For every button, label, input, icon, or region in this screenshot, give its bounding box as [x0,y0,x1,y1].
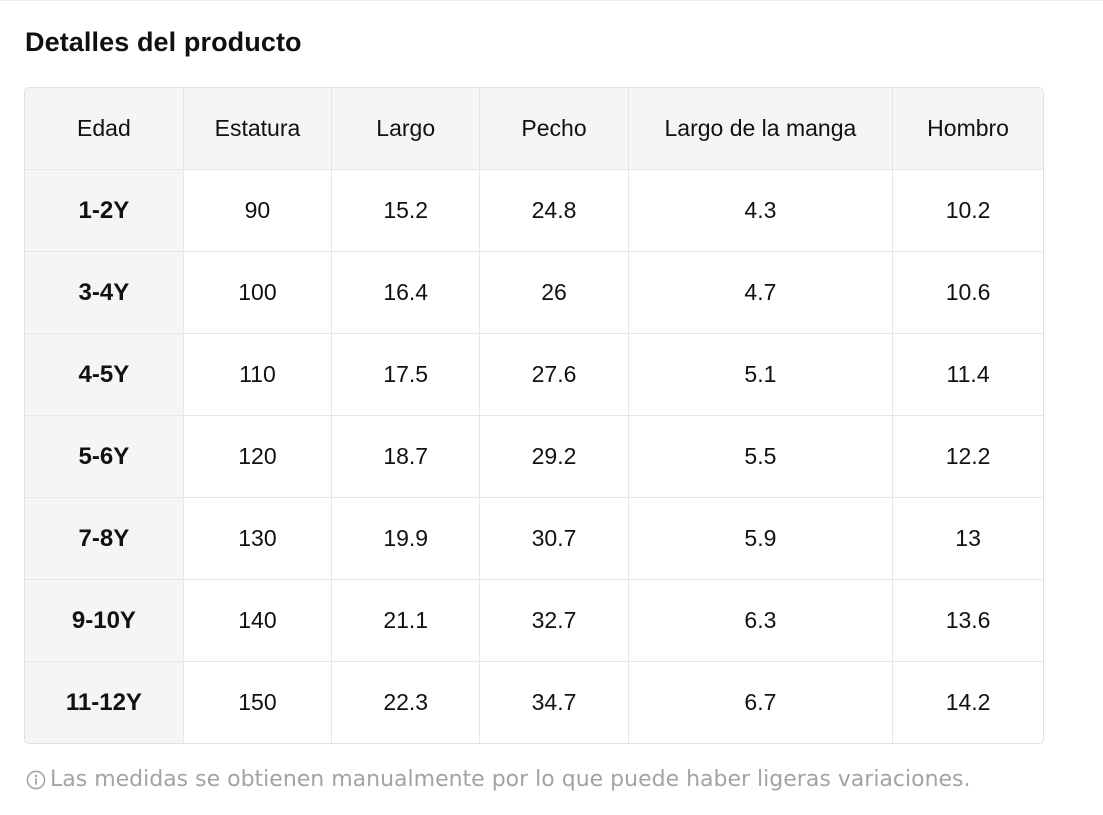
cell-hombro: 14.2 [945,689,991,715]
header-pecho: Pecho [479,88,629,170]
cell-pecho: 29.2 [479,415,629,498]
cell-largo: 19.9 [331,497,481,580]
cell-pecho: 27.6 [479,333,629,416]
cell-pecho: 32.7 [479,579,629,662]
cell-pecho: 34.7 [479,661,629,743]
section-title: Detalles del producto [25,27,302,57]
cell-edad: 11-12Y [25,661,184,743]
cell-estatura: 90 [183,169,333,252]
cell-largo-manga: 5.5 [628,415,894,498]
info-icon [26,770,46,790]
cell-estatura: 120 [183,415,333,498]
cell-hombro: 10.6 [892,251,1043,334]
top-divider [0,0,1103,1]
table-row: 9-10Y 140 21.1 32.7 6.3 13.6 [25,579,1043,662]
cell-largo: 21.1 [331,579,481,662]
cell-largo-manga: 6.7 [628,661,894,743]
table-row: 7-8Y 130 19.9 30.7 5.9 13 [25,497,1043,580]
cell-edad: 5-6Y [25,415,184,498]
header-hombro: Hombro [892,88,1043,170]
cell-pecho: 24.8 [479,169,629,252]
table-row: 11-12Y 150 22.3 34.7 6.7 14.2 [25,661,1043,743]
cell-hombro: 10.2 [892,169,1043,252]
measurement-note: Las medidas se obtienen manualmente por … [26,767,971,792]
cell-largo: 22.3 [331,661,481,743]
header-edad: Edad [25,88,184,170]
cell-pecho: 26 [479,251,629,334]
note-text: Las medidas se obtienen manualmente por … [50,767,971,792]
cell-estatura: 130 [183,497,333,580]
cell-hombro: 13 [892,497,1043,580]
cell-largo: 18.7 [331,415,481,498]
table-body: 1-2Y 90 15.2 24.8 4.3 10.2 3-4Y 100 16.4 26 4.7 10.… [25,169,1043,743]
table-header-row: Edad Estatura Largo Pecho Largo de la ma… [25,88,1043,170]
cell-edad: 9-10Y [25,579,184,662]
cell-largo-manga: 4.3 [628,169,894,252]
cell-largo-manga: 5.9 [628,497,894,580]
header-largo-manga: Largo de la manga [628,88,894,170]
cell-hombro: 13.6 [892,579,1043,662]
cell-estatura: 110 [183,333,333,416]
size-table-container: Edad Estatura Largo Pecho Largo de la ma… [24,87,1044,744]
cell-largo-manga: 4.7 [628,251,894,334]
cell-edad: 4-5Y [25,333,184,416]
cell-edad: 1-2Y [25,169,184,252]
cell-largo-manga: 6.3 [628,579,894,662]
cell-edad: 3-4Y [25,251,184,334]
cell-largo: 15.2 [331,169,481,252]
cell-hombro: 11.4 [892,333,1043,416]
header-estatura: Estatura [183,88,333,170]
size-table: Edad Estatura Largo Pecho Largo de la ma… [25,88,1043,743]
header-largo: Largo [331,88,481,170]
cell-pecho: 30.7 [479,497,629,580]
table-row: 5-6Y 120 18.7 29.2 5.5 12.2 [25,415,1043,498]
cell-edad: 7-8Y [25,497,184,580]
cell-estatura: 140 [183,579,333,662]
cell-estatura: 100 [183,251,333,334]
cell-estatura: 150 [183,661,333,743]
cell-largo: 16.4 [331,251,481,334]
table-row: 1-2Y 90 15.2 24.8 4.3 10.2 [25,169,1043,252]
table-row: 3-4Y 100 16.4 26 4.7 10.6 [25,251,1043,334]
cell-largo-manga: 5.1 [628,333,894,416]
cell-hombro: 12.2 [892,415,1043,498]
cell-largo: 17.5 [331,333,481,416]
table-row: 4-5Y 110 17.5 27.6 5.1 11.4 [25,333,1043,416]
